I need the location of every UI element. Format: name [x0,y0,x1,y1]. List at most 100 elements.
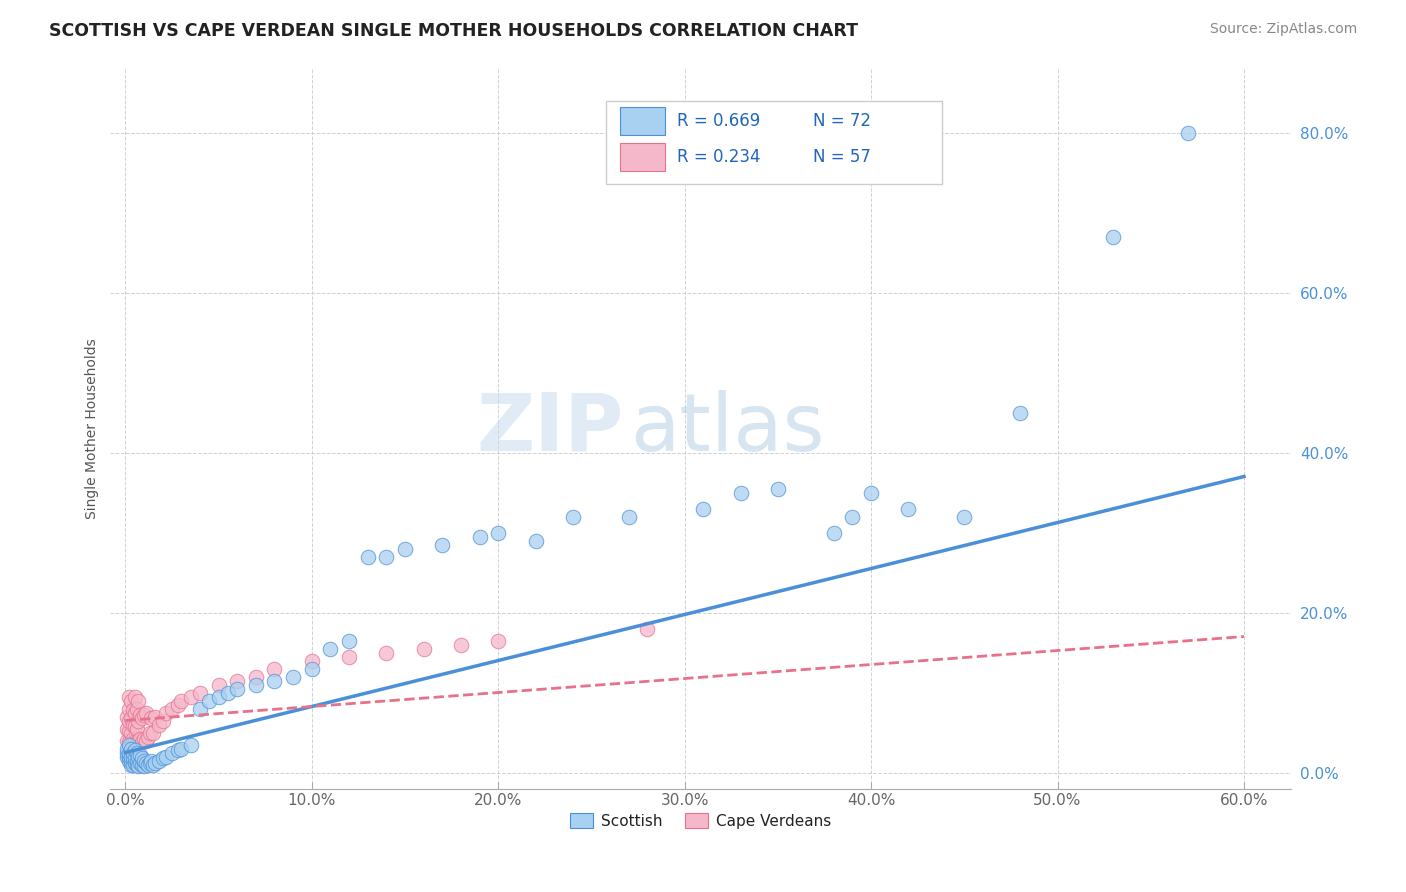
Point [138,725,160,739]
Point [180,738,202,752]
Point [127,714,149,728]
Point [125,722,148,736]
Point [127,749,149,764]
Point [217,685,239,699]
Point [121,703,143,717]
Point [1010,405,1032,419]
Point [118,746,141,760]
Point [617,509,640,524]
Point [118,754,141,768]
Point [120,757,142,772]
Point [692,501,714,516]
Point [136,757,159,772]
Point [301,661,323,675]
Text: ZIP: ZIP [477,390,624,467]
Point [115,709,138,723]
Point [357,549,380,564]
Point [124,706,146,720]
Point [120,749,142,764]
Point [143,756,166,770]
Point [115,722,138,736]
Point [337,633,360,648]
Point [841,509,863,524]
Point [132,731,155,746]
Point [561,509,583,524]
Point [121,746,143,760]
Point [120,741,142,756]
Point [263,661,285,675]
Point [132,754,155,768]
Point [148,717,170,731]
Point [245,669,267,683]
Point [207,690,229,704]
Point [226,681,249,696]
Point [127,693,149,707]
Point [141,754,163,768]
Point [115,741,138,756]
Text: R = 0.669: R = 0.669 [676,112,761,130]
Point [131,757,153,772]
Point [127,733,149,747]
Point [636,622,658,636]
Point [131,751,153,765]
Point [121,751,143,765]
Point [170,693,193,707]
Text: SCOTTISH VS CAPE VERDEAN SINGLE MOTHER HOUSEHOLDS CORRELATION CHART: SCOTTISH VS CAPE VERDEAN SINGLE MOTHER H… [49,22,858,40]
Point [125,735,148,749]
Point [953,509,976,524]
Point [860,485,883,500]
Point [125,754,148,768]
Point [120,738,142,752]
Point [188,685,211,699]
Point [124,743,146,757]
Point [160,701,183,715]
Point [160,746,183,760]
Point [135,733,157,747]
Point [121,731,143,746]
Point [131,711,153,725]
Point [143,709,166,723]
Point [118,701,141,715]
Point [142,757,165,772]
Point [125,757,148,772]
Point [730,485,752,500]
Text: atlas: atlas [630,390,824,467]
Point [120,693,142,707]
Point [432,537,454,551]
Point [129,756,152,770]
Text: R = 0.234: R = 0.234 [676,148,761,166]
Point [138,756,160,770]
Point [118,735,141,749]
Point [129,707,152,722]
Point [118,690,141,704]
Point [897,501,920,516]
Point [131,735,153,749]
Point [132,759,155,773]
Point [188,701,211,715]
Point [450,638,472,652]
Point [375,646,398,660]
Point [115,749,138,764]
FancyBboxPatch shape [606,101,942,184]
Point [207,677,229,691]
Point [115,746,138,760]
Point [412,641,434,656]
Point [124,751,146,765]
Text: Source: ZipAtlas.com: Source: ZipAtlas.com [1209,22,1357,37]
Legend: Scottish, Cape Verdeans: Scottish, Cape Verdeans [564,806,837,835]
Point [166,743,188,757]
Point [301,653,323,667]
Point [132,707,155,722]
Point [1177,126,1199,140]
Point [337,649,360,664]
Point [375,549,398,564]
Point [141,711,163,725]
Point [120,711,142,725]
Text: N = 57: N = 57 [813,148,870,166]
Point [180,690,202,704]
Point [524,533,547,548]
Point [124,756,146,770]
Point [166,698,188,712]
Point [118,749,141,764]
Point [125,746,148,760]
